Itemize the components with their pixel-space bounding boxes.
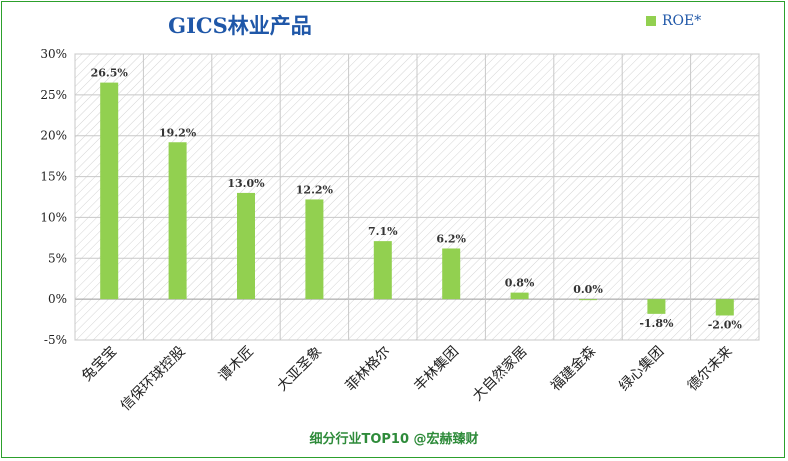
bar (647, 299, 666, 314)
y-tick-label: 30% (40, 47, 67, 61)
y-tick-label: -5% (44, 333, 67, 347)
x-tick-label: 信保环球控股 (118, 344, 189, 415)
y-tick-label: 0% (48, 292, 67, 306)
y-tick-label: 5% (48, 251, 67, 265)
bar (510, 292, 529, 300)
y-tick-label: 25% (40, 88, 67, 102)
bar (373, 241, 392, 300)
bar (237, 192, 255, 300)
bar (305, 199, 324, 300)
bar (715, 299, 734, 316)
data-label: 7.1% (368, 225, 398, 238)
data-label: 0.8% (505, 277, 535, 290)
x-tick-label: 谭木匠 (216, 344, 257, 385)
data-label: 12.2% (296, 183, 334, 196)
y-tick-label: 15% (40, 170, 67, 184)
bar (168, 142, 187, 300)
x-tick-label: 大亚圣象 (274, 344, 325, 395)
x-tick-label: 福建金森 (548, 344, 599, 395)
x-tick-label: 大自然家居 (469, 343, 531, 405)
data-label: 13.0% (227, 177, 265, 190)
y-tick-label: 20% (40, 129, 67, 143)
legend-swatch (646, 16, 656, 26)
data-label: 26.5% (91, 67, 129, 80)
x-tick-label: 兔宝宝 (79, 344, 120, 385)
bar (442, 248, 461, 300)
chart-title: GICS林业产品 (168, 13, 312, 38)
x-tick-label: 德尔未来 (685, 344, 736, 395)
legend: ROE* (646, 13, 701, 29)
legend-label: ROE* (662, 13, 702, 29)
footer-caption: 细分行业TOP10 @宏赫臻财 (309, 432, 479, 447)
x-tick-label: 丰林集团 (410, 343, 462, 395)
data-label: -2.0% (708, 318, 743, 331)
data-label: 6.2% (436, 232, 466, 245)
data-label: 19.2% (159, 126, 197, 139)
bar (579, 299, 597, 301)
y-tick-label: 10% (40, 210, 67, 224)
x-tick-label: 绿心集团 (616, 343, 668, 395)
x-tick-label: 菲林格尔 (343, 344, 394, 395)
bar (100, 82, 119, 300)
data-label: 0.0% (573, 283, 603, 296)
data-label: -1.8% (639, 317, 674, 330)
